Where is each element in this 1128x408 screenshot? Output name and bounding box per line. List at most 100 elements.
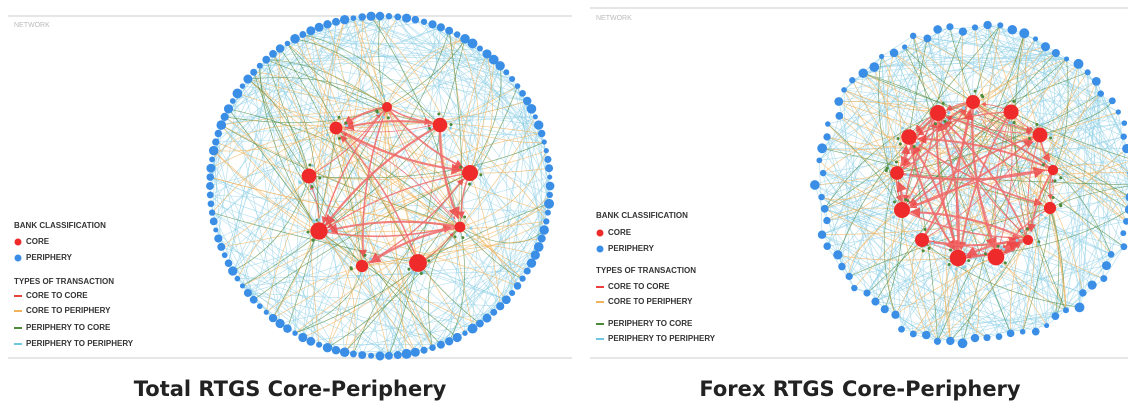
- edge: [841, 101, 974, 267]
- periphery-node: [889, 48, 899, 58]
- edge: [266, 21, 337, 60]
- periphery-node: [537, 129, 546, 138]
- edge: [823, 172, 1127, 222]
- periphery-node: [1019, 328, 1026, 335]
- minor-node: [948, 248, 952, 252]
- legend-label: PERIPHERY TO CORE: [26, 323, 111, 332]
- periphery-node: [249, 295, 258, 304]
- edge: [526, 100, 551, 187]
- edge: [221, 106, 388, 126]
- periphery-node: [229, 98, 236, 104]
- minor-node: [980, 93, 984, 97]
- periphery-node: [957, 338, 968, 349]
- periphery-node: [1097, 90, 1105, 97]
- minor-node: [1051, 195, 1055, 199]
- edge: [493, 59, 545, 231]
- edge: [448, 30, 513, 294]
- minor-node: [328, 229, 332, 233]
- core-edge: [896, 166, 1046, 181]
- edges: [814, 24, 1128, 344]
- edge: [215, 133, 542, 143]
- minor-node: [1036, 242, 1040, 246]
- minor-node: [451, 217, 455, 221]
- periphery-node: [1062, 307, 1069, 314]
- minor-node: [892, 200, 896, 204]
- periphery-node: [224, 259, 233, 268]
- periphery-node: [1074, 302, 1085, 313]
- periphery-node: [501, 295, 511, 305]
- edge: [242, 285, 398, 356]
- minor-node: [900, 126, 904, 130]
- edge: [499, 238, 542, 307]
- core-edge: [335, 127, 463, 175]
- periphery-node: [869, 62, 880, 72]
- minor-node: [921, 249, 925, 253]
- periphery-node: [543, 148, 549, 154]
- edge: [821, 234, 914, 335]
- periphery-node: [1115, 109, 1121, 115]
- periphery-node: [1032, 36, 1039, 42]
- periphery-node: [1007, 24, 1018, 35]
- periphery-node: [1084, 69, 1091, 76]
- edge: [1014, 33, 1029, 241]
- periphery-node: [462, 330, 468, 336]
- edge: [937, 63, 1079, 342]
- minor-node: [906, 173, 910, 177]
- periphery-node: [299, 31, 307, 39]
- minor-node: [368, 257, 372, 261]
- periphery-node: [322, 342, 333, 353]
- minor-node: [414, 272, 418, 276]
- edge: [821, 93, 1101, 235]
- edge: [472, 53, 488, 329]
- edge: [459, 150, 547, 228]
- periphery-node: [467, 38, 478, 49]
- edge: [995, 256, 1067, 311]
- periphery-node: [216, 120, 227, 130]
- edge: [875, 111, 1012, 302]
- periphery-node: [444, 337, 454, 346]
- periphery-node: [523, 267, 531, 275]
- edge: [265, 127, 337, 313]
- periphery-node: [933, 25, 942, 34]
- edge: [1118, 111, 1128, 183]
- periphery-node: [514, 83, 521, 89]
- periphery-node: [820, 204, 829, 213]
- legend-label: CORE: [608, 228, 632, 237]
- periphery-node: [898, 325, 905, 333]
- periphery-node: [284, 40, 291, 47]
- edge: [211, 212, 450, 342]
- periphery-node: [1107, 250, 1115, 258]
- legend-title: TYPES OF TRANSACTION: [596, 266, 696, 275]
- core-node: [901, 129, 917, 145]
- periphery-node: [206, 182, 214, 190]
- edge: [388, 194, 550, 356]
- periphery-node: [823, 242, 832, 251]
- edge: [912, 35, 927, 336]
- periphery-node: [547, 174, 553, 180]
- periphery-node: [209, 156, 216, 163]
- edge: [927, 38, 1056, 54]
- edge: [819, 24, 988, 161]
- minor-node: [933, 122, 937, 126]
- periphery-node: [292, 330, 298, 336]
- minor-node: [931, 236, 935, 240]
- edge: [308, 141, 545, 179]
- minor-node: [375, 109, 379, 113]
- edge: [210, 168, 254, 300]
- minor-node: [943, 120, 947, 124]
- legend-label: PERIPHERY TO CORE: [608, 319, 693, 328]
- edge: [237, 278, 320, 345]
- edge: [247, 203, 550, 294]
- edge: [837, 254, 1036, 332]
- periphery-node: [206, 163, 216, 173]
- minor-node: [910, 233, 914, 237]
- minor-node: [1025, 227, 1029, 231]
- edge: [253, 71, 337, 129]
- core-edge: [941, 121, 997, 258]
- periphery-node: [410, 347, 420, 357]
- minor-node: [947, 262, 951, 266]
- legend-label: PERIPHERY: [608, 244, 655, 253]
- edge: [1035, 38, 1128, 175]
- edge: [1039, 100, 1113, 136]
- minor-node: [1058, 203, 1062, 207]
